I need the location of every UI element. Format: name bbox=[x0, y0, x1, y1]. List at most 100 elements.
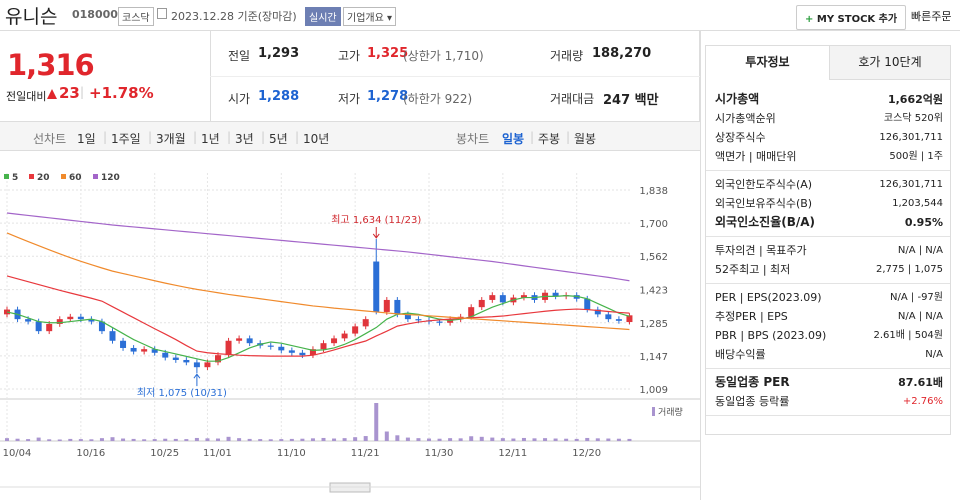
candle-body bbox=[394, 299, 401, 315]
volume-legend: 거래량 bbox=[658, 406, 683, 418]
realtime-badge[interactable]: 실시간 bbox=[305, 7, 341, 26]
info-label: PER | EPS(2023.09) bbox=[715, 291, 822, 304]
quote-label: 전일 bbox=[228, 49, 251, 63]
info-label: 외국인소진율(B/A) bbox=[715, 215, 816, 229]
volume-bar bbox=[500, 438, 505, 441]
volume-bar bbox=[131, 438, 136, 441]
info-value: N/A | N/A bbox=[897, 245, 943, 256]
volume-bar bbox=[353, 437, 358, 441]
change-pct: +1.78% bbox=[89, 84, 154, 102]
info-label: 액면가 | 매매단위 bbox=[715, 150, 797, 163]
volume-bar bbox=[57, 439, 62, 441]
period-tab[interactable]: 1주일 bbox=[111, 132, 141, 146]
info-tab[interactable]: 호가 10단계 bbox=[829, 46, 950, 80]
volume-bar bbox=[332, 438, 337, 441]
volume-bar bbox=[310, 438, 315, 441]
candle-body bbox=[183, 359, 190, 363]
volume-bar bbox=[532, 438, 537, 441]
x-tick-label: 10/25 bbox=[150, 448, 179, 459]
volume-bar bbox=[237, 438, 242, 441]
candle-body bbox=[35, 321, 42, 332]
volume-bar bbox=[616, 438, 621, 441]
volume-bar bbox=[258, 439, 263, 441]
up-triangle bbox=[47, 89, 57, 99]
info-row: 시가총액순위 코스닥 520위 bbox=[706, 109, 950, 128]
candle-body bbox=[520, 295, 527, 298]
info-body: 시가총액 1,662억원 시가총액순위 코스닥 520위 상장주식수 126,301,71… bbox=[706, 86, 950, 416]
info-row: 동일업종 등락률 +2.76% bbox=[706, 392, 950, 411]
company-dropdown[interactable]: 기업개요 ▾ bbox=[343, 7, 397, 26]
period-tab[interactable]: 3년 bbox=[235, 132, 254, 146]
volume-bar bbox=[268, 439, 273, 441]
candle-body bbox=[362, 319, 369, 327]
quote-value: 1,325 bbox=[367, 46, 409, 61]
period-tab[interactable]: 5년 bbox=[269, 132, 288, 146]
x-tick-label: 12/11 bbox=[498, 448, 527, 459]
price: 1,316 bbox=[7, 48, 95, 82]
separator: | bbox=[530, 130, 535, 144]
period-tab[interactable]: 1년 bbox=[201, 132, 220, 146]
separator: | bbox=[148, 130, 153, 144]
separator: | bbox=[261, 130, 266, 144]
info-value: N/A bbox=[925, 349, 943, 360]
volume-bar bbox=[595, 438, 600, 441]
candle-body bbox=[468, 307, 475, 317]
info-row: 투자의견 | 목표주가 N/A | N/A bbox=[706, 241, 950, 260]
candle-body bbox=[225, 340, 232, 356]
volume-bar bbox=[184, 439, 189, 441]
volume-bar bbox=[47, 439, 52, 441]
info-value: 1,662억원 bbox=[887, 93, 943, 106]
volume-bar bbox=[585, 437, 590, 441]
info-row: 시가총액 1,662억원 bbox=[706, 90, 950, 109]
legend-swatch bbox=[93, 174, 98, 179]
candle-body bbox=[25, 319, 32, 322]
volume-bar bbox=[226, 436, 231, 441]
info-tab[interactable]: 투자정보 bbox=[706, 46, 829, 80]
y-tick-label: 1,285 bbox=[639, 319, 668, 330]
volume-bar bbox=[110, 437, 115, 441]
quick-order[interactable]: 빠른주문 bbox=[911, 10, 952, 23]
info-row: 액면가 | 매매단위 500원 | 1주 bbox=[706, 147, 950, 166]
legend-swatch bbox=[4, 174, 9, 179]
candle-tab[interactable]: 일봉 bbox=[502, 132, 525, 146]
y-tick-label: 1,700 bbox=[639, 219, 668, 230]
candle-body bbox=[88, 319, 95, 322]
legend-label: 5 bbox=[12, 173, 18, 183]
legend-swatch bbox=[652, 407, 655, 416]
info-row: 상장주식수 126,301,711 bbox=[706, 128, 950, 147]
mystock-button[interactable]: + MY STOCK 추가 bbox=[796, 5, 907, 30]
volume-bar bbox=[36, 437, 41, 441]
volume-bar bbox=[89, 439, 94, 441]
volume-bar bbox=[427, 438, 431, 441]
quote-value: 1,293 bbox=[258, 46, 300, 61]
candle-body bbox=[320, 343, 327, 350]
volume-bar bbox=[416, 438, 421, 441]
info-row: 추정PER | EPS N/A | N/A bbox=[706, 307, 950, 326]
period-tab[interactable]: 10년 bbox=[303, 132, 330, 146]
info-section: 동일업종 PER 87.61배 동일업종 등락률 +2.76% bbox=[706, 369, 950, 416]
volume-bar bbox=[458, 438, 463, 441]
volume-bar bbox=[247, 438, 252, 441]
candle-body bbox=[246, 338, 253, 344]
info-label: PBR | BPS (2023.09) bbox=[715, 329, 827, 342]
candle-tab[interactable]: 주봉 bbox=[538, 132, 561, 146]
candle-tab[interactable]: 월봉 bbox=[574, 132, 597, 146]
legend-label: 120 bbox=[101, 173, 120, 183]
volume-bar bbox=[627, 438, 632, 441]
volume-bar bbox=[289, 438, 294, 441]
period-tab[interactable]: 1일 bbox=[77, 132, 96, 146]
separator: | bbox=[193, 130, 198, 144]
volume-bar bbox=[99, 438, 104, 441]
info-value: N/A | N/A bbox=[897, 311, 943, 322]
period-tab[interactable]: 3개월 bbox=[156, 132, 186, 146]
candle-body bbox=[383, 299, 390, 312]
volume-bar bbox=[121, 438, 126, 441]
info-label: 투자의견 | 목표주가 bbox=[715, 244, 807, 257]
quote-value: 247 백만 bbox=[603, 93, 659, 108]
volume-bar bbox=[606, 438, 611, 441]
info-value: +2.76% bbox=[902, 396, 943, 407]
separator: | bbox=[103, 130, 108, 144]
info-value: 126,301,711 bbox=[879, 179, 943, 190]
separator: | bbox=[80, 85, 85, 99]
